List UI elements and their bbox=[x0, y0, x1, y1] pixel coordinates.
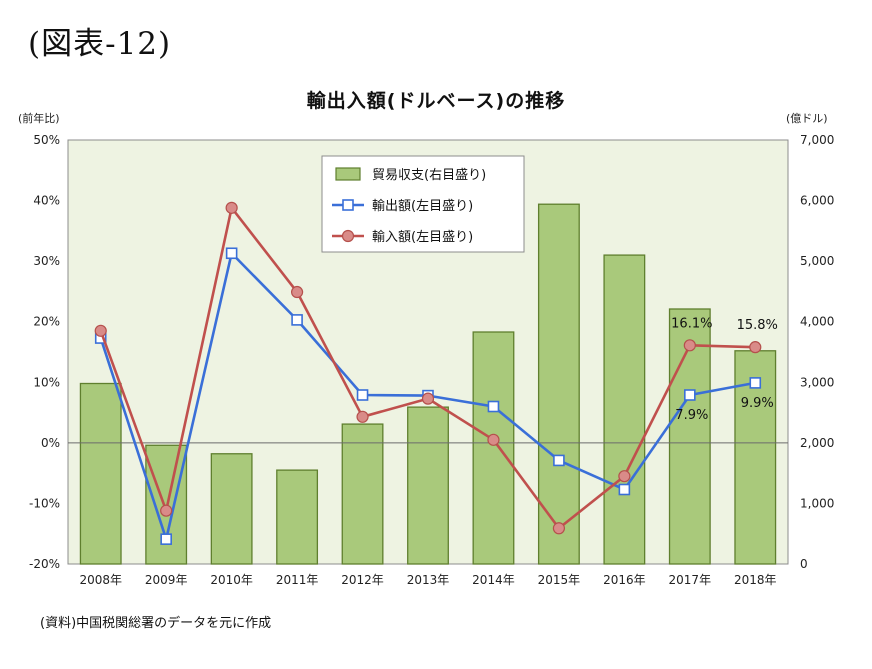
left-axis-unit: (前年比) bbox=[18, 112, 60, 125]
legend-marker bbox=[341, 229, 355, 243]
x-tick-label: 2018年 bbox=[734, 573, 777, 587]
import-point bbox=[356, 410, 369, 423]
x-tick-label: 2017年 bbox=[669, 573, 712, 587]
trade-balance-bar bbox=[472, 331, 515, 565]
legend-label: 貿易収支(右目盛り) bbox=[372, 168, 486, 183]
left-tick-label: 10% bbox=[33, 375, 60, 389]
source-note: (資料)中国税関総署のデータを元に作成 bbox=[40, 616, 272, 631]
legend-marker bbox=[342, 199, 354, 211]
x-tick-label: 2012年 bbox=[341, 573, 384, 587]
trade-balance-bar bbox=[407, 406, 449, 565]
left-tick-label: 0% bbox=[41, 436, 60, 450]
import-point bbox=[552, 522, 566, 535]
export-point bbox=[160, 533, 172, 545]
export-point bbox=[225, 247, 238, 260]
right-tick-label: 6,000 bbox=[800, 194, 834, 208]
x-tick-label: 2016年 bbox=[603, 573, 646, 587]
export-point bbox=[749, 377, 762, 389]
data-label: 15.8% bbox=[737, 318, 778, 333]
import-point bbox=[421, 392, 435, 405]
import-point bbox=[290, 285, 304, 299]
right-axis-unit: (億ドル) bbox=[786, 112, 828, 125]
left-tick-label: 30% bbox=[33, 254, 60, 268]
export-point bbox=[618, 483, 631, 496]
left-tick-label: 50% bbox=[33, 133, 60, 147]
import-point bbox=[618, 470, 631, 483]
data-label: 7.9% bbox=[675, 408, 708, 423]
x-tick-label: 2014年 bbox=[472, 573, 515, 587]
trade-balance-bar bbox=[537, 203, 580, 565]
right-tick-label: 1,000 bbox=[800, 496, 834, 510]
trade-balance-bar bbox=[603, 254, 646, 565]
legend-swatch-bar bbox=[335, 167, 361, 181]
right-tick-label: 2,000 bbox=[800, 436, 834, 450]
legend-label: 輸入額(左目盛り) bbox=[372, 230, 473, 245]
right-tick-label: 0 bbox=[800, 557, 808, 571]
left-tick-label: -10% bbox=[29, 496, 60, 510]
trade-balance-bar bbox=[341, 423, 384, 565]
export-point bbox=[684, 389, 696, 401]
x-tick-label: 2011年 bbox=[276, 573, 319, 587]
x-tick-label: 2009年 bbox=[145, 573, 188, 587]
left-tick-label: 40% bbox=[33, 194, 60, 208]
export-point bbox=[553, 454, 565, 467]
trade-balance-bar bbox=[668, 308, 711, 565]
trade-balance-bar bbox=[79, 382, 122, 565]
import-point bbox=[683, 339, 696, 352]
legend-label: 輸出額(左目盛り) bbox=[372, 199, 473, 214]
export-point bbox=[291, 314, 303, 326]
data-label: 16.1% bbox=[671, 316, 712, 331]
data-label: 9.9% bbox=[741, 396, 774, 411]
left-tick-label: 20% bbox=[33, 315, 60, 329]
trade-balance-bar bbox=[210, 453, 253, 565]
right-tick-label: 4,000 bbox=[800, 315, 834, 329]
export-point bbox=[487, 400, 500, 413]
right-tick-label: 3,000 bbox=[800, 375, 834, 389]
x-tick-label: 2010年 bbox=[210, 573, 253, 587]
import-point bbox=[487, 433, 500, 446]
import-point bbox=[160, 504, 173, 517]
x-tick-label: 2015年 bbox=[538, 573, 581, 587]
trade-balance-bar bbox=[276, 469, 319, 565]
figure-label: (図表-12) bbox=[28, 26, 172, 62]
chart-title: 輸出入額(ドルベース)の推移 bbox=[306, 90, 566, 112]
import-point bbox=[225, 201, 238, 214]
x-tick-label: 2008年 bbox=[79, 573, 122, 587]
export-point bbox=[356, 389, 369, 401]
right-tick-label: 5,000 bbox=[800, 254, 834, 268]
right-tick-label: 7,000 bbox=[800, 133, 834, 147]
import-point bbox=[749, 341, 762, 354]
left-tick-label: -20% bbox=[29, 557, 60, 571]
x-tick-label: 2013年 bbox=[407, 573, 450, 587]
import-point bbox=[94, 324, 107, 337]
